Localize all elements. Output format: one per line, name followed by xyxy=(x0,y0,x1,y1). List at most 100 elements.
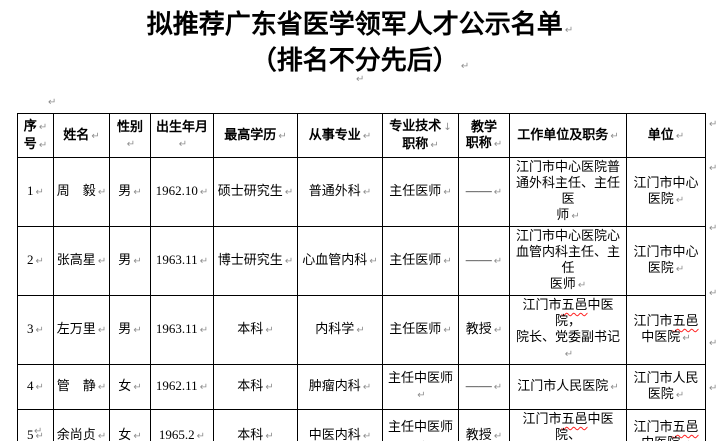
cell-text: 院长、党委副书记 xyxy=(515,329,620,344)
cell-text: 教授 xyxy=(465,427,492,441)
cell-text: 工作单位及职务 xyxy=(517,126,609,142)
cell-line: 周 毅 ↵ xyxy=(56,183,107,201)
cell-line: 江门市中心 xyxy=(629,244,703,260)
paragraph-mark-icon: ↵ xyxy=(417,390,426,401)
cell-text: 医院 xyxy=(647,260,674,275)
cell-line: 博士研究生 ↵ xyxy=(216,252,295,270)
paragraph-mark-icon: ↵ xyxy=(284,187,294,198)
table-row: 1 ↵ 周 毅 ↵ 男 ↵ 1962.10 ↵ 硕士研究生 ↵ 普通外科 ↵ 主任医师 ↵ —— ↵ 江门市中心… xyxy=(17,157,706,227)
cell-serial: 1 ↵ xyxy=(17,157,54,227)
cell-text: 1962.11 xyxy=(155,378,198,393)
cell-line: 女 ↵ xyxy=(112,378,148,396)
cell-line: 性别 ↵ xyxy=(112,119,148,153)
cell-prof-title: 主任中医师 ↵ xyxy=(382,364,459,410)
paragraph-mark-icon: ↵ xyxy=(443,187,452,198)
cell-text: 序 xyxy=(23,117,37,133)
cell-workplace: 江门市中心医院普 通外科主任、主任医师 ↵ xyxy=(509,157,627,227)
cell-specialty: 心血管内科 ↵ xyxy=(297,226,383,296)
cell-line: 医院 ↵ xyxy=(629,386,703,404)
paragraph-mark-icon: ↵ xyxy=(133,431,142,441)
cell-text: 主任医师 xyxy=(389,252,442,267)
cell-birth: 1965.2 ↵ xyxy=(150,409,214,441)
cell-text: 师 xyxy=(556,207,570,222)
cell-unit: 江门市五邑中医院↵ xyxy=(626,409,706,441)
paragraph-mark-icon: ↵ xyxy=(493,138,503,150)
spellcheck-marked-text: 五邑 xyxy=(561,411,588,426)
cell-teach-title: 教授 ↵ xyxy=(458,295,510,365)
cell-line: 医院 ↵ xyxy=(629,260,703,278)
paragraph-mark-icon: ↵ xyxy=(675,195,685,206)
cell-text: 江门市 xyxy=(633,419,673,434)
cell-line: 主任中医师 ↵ xyxy=(385,419,456,441)
page-title: 拟推荐广东省医学领军人才公示名单 ↵ xyxy=(0,8,720,48)
cell-line: 左万里 ↵ xyxy=(56,321,107,339)
paragraph-mark-icon: ↵ xyxy=(97,256,107,267)
cell-text: 教授 xyxy=(465,321,492,336)
cell-gender: 男 ↵ xyxy=(109,226,151,296)
paragraph-mark-icon: ↵ xyxy=(97,431,107,441)
cell-text: 中医院 xyxy=(641,329,681,344)
cell-line: 心血管内科 ↵ xyxy=(300,252,380,270)
header-cell-specialty: 从事专业 ↵ xyxy=(297,113,383,158)
cell-line: 余尚贞 ↵ xyxy=(56,427,107,441)
paragraph-mark-icon: ↵ xyxy=(35,187,44,198)
cell-line: 序 ↵ xyxy=(20,118,51,136)
cell-name: 管 静 ↵ xyxy=(53,364,110,410)
paragraph-mark-icon: ↵ xyxy=(362,382,372,393)
cell-teach-title: —— ↵ xyxy=(458,364,510,410)
paragraph-mark-icon: ↵ xyxy=(493,325,503,336)
cell-line: —— ↵ xyxy=(461,183,507,201)
cell-text: 中医内科 xyxy=(308,427,361,441)
cell-gender: 男 ↵ xyxy=(109,295,151,365)
cell-line: 江门市五邑中医院， xyxy=(512,297,624,329)
cell-line: 本科 ↵ xyxy=(216,378,295,396)
cell-text: 5 xyxy=(27,427,34,441)
cell-teach-title: —— ↵ xyxy=(458,226,510,296)
paragraph-mark-icon: ↵ xyxy=(97,325,107,336)
cell-text: 医院 xyxy=(647,191,674,206)
paragraph-mark-icon: ↵ xyxy=(610,130,619,142)
cell-line: 院长、党委副书记 ↵ xyxy=(512,329,624,363)
cell-text: 血管内科主任、主任 xyxy=(515,244,620,275)
header-cell-education: 最高学历 ↵ xyxy=(213,113,298,158)
cell-line: 1962.10 ↵ xyxy=(153,183,211,201)
cell-line: 教授 ↵ xyxy=(461,321,507,339)
cell-line: 江门市中心 xyxy=(629,175,703,191)
cell-text: 内科学 xyxy=(315,321,355,336)
cell-text: 1965.2 xyxy=(158,427,195,441)
cell-education: 硕士研究生 ↵ xyxy=(213,157,298,227)
cell-line: 中医内科 ↵ xyxy=(300,427,380,441)
paragraph-mark-icon: ↵ xyxy=(35,431,44,441)
cell-line: 血管内科主任、主任 xyxy=(512,244,624,276)
cell-text: 肿瘤内科 xyxy=(308,378,361,393)
cell-gender: 女 ↵ xyxy=(109,364,151,410)
cell-line: 姓名 ↵ xyxy=(56,127,107,145)
cell-text: 硕士研究生 xyxy=(217,183,283,198)
cell-workplace: 江门市中心医院心 血管内科主任、主任 医师 ↵ xyxy=(509,226,627,296)
cell-birth: 1962.10 ↵ xyxy=(150,157,214,227)
cell-birth: 1963.11 ↵ xyxy=(150,295,214,365)
cell-specialty: 中医内科 ↵ xyxy=(297,409,383,441)
spellcheck-marked-text: 五邑 xyxy=(672,419,699,434)
paragraph-mark-icon: ↵ xyxy=(493,187,503,198)
cell-text: 左万里 xyxy=(56,321,96,336)
cell-serial: 4 ↵ xyxy=(17,364,54,410)
spellcheck-marked-text: 五邑 xyxy=(561,297,588,312)
cell-text: 江门市 xyxy=(633,313,673,328)
table-row: 4 ↵ 管 静 ↵ 女 ↵ 1962.11 ↵ 本科 ↵ 肿瘤内科 ↵ 主任中医师↵ —— ↵ 江门市人民医院… xyxy=(17,364,706,410)
cell-text: 性别 xyxy=(116,118,143,134)
cell-workplace: 江门市五邑中医院， 院长、党委副书记 ↵ xyxy=(509,295,627,365)
header-cell-serial: 序 ↵ 号 ↵ xyxy=(17,113,54,158)
cell-text: 医师 xyxy=(549,276,576,291)
cell-line: 江门市人民医院 ↵ xyxy=(512,378,624,396)
cell-text: 本科 xyxy=(237,321,264,336)
paragraph-mark-icon: ↵ xyxy=(443,325,452,336)
cell-line: 5 ↵ xyxy=(20,427,51,441)
cell-serial: 5 ↵ xyxy=(17,409,54,441)
cell-line: 江门市人民 xyxy=(629,370,703,386)
cell-line: 1 ↵ xyxy=(20,183,51,201)
cell-line: 女 ↵ xyxy=(112,427,148,441)
cell-birth: 1963.11 ↵ xyxy=(150,226,214,296)
cell-prof-title: 主任医师 ↵ xyxy=(382,295,459,365)
